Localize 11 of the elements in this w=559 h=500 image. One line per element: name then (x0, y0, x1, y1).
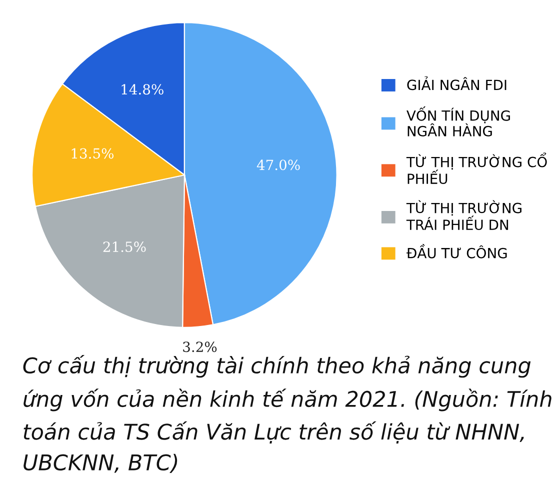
legend-label: ĐẦU TƯ CÔNG (406, 244, 507, 258)
legend-label: TỪ THỊ TRƯỜNG TRÁI PHIẾU DN (406, 200, 522, 230)
legend-label: VỐN TÍN DỤNG NGÂN HÀNG (406, 106, 510, 136)
data-label: 21.5% (103, 242, 146, 252)
legend-label: TỪ THỊ TRƯỜNG CỔ PHIẾU (406, 152, 547, 184)
data-label: 3.2% (183, 342, 217, 352)
data-label: 14.8% (122, 84, 164, 95)
data-label: 13.5% (72, 148, 114, 159)
text: Cơ cấu thị trường tài chính theo khả năng cung ứng vốn của nền kinh tế năm 2021. (Nguồn: Tính toán của TS Cấn Văn Lực trên số liệu từ NHNN, UBCKNN, BTC) (23, 355, 552, 474)
legend-label: GIẢI NGÂN FDI (407, 76, 506, 90)
data-label: 47.0% (256, 160, 300, 170)
